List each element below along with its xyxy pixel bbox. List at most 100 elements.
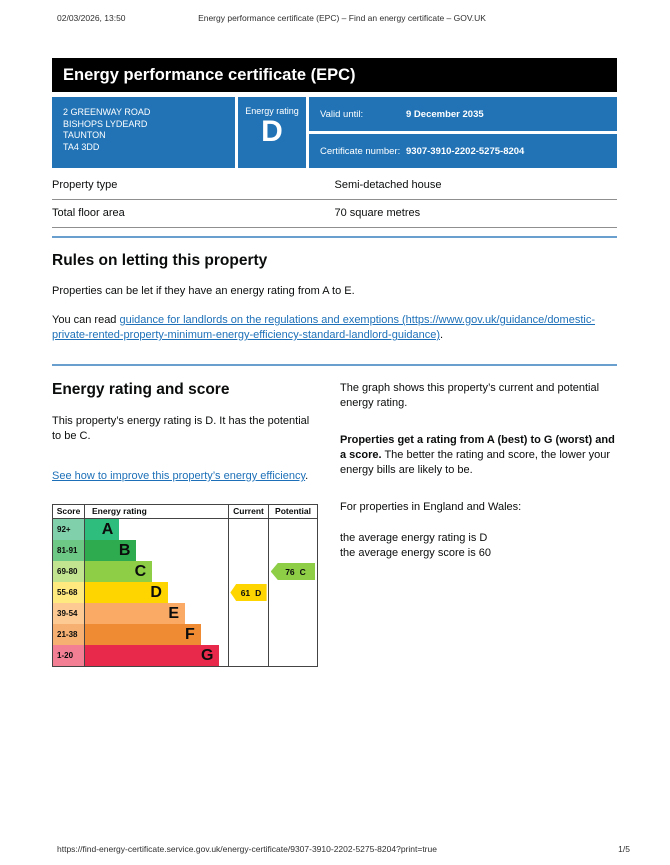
epc-band-row: 21-38 F	[53, 624, 317, 645]
valid-until-label: Valid until:	[320, 108, 364, 120]
potential-cell	[269, 582, 317, 603]
certificate-number-row: Certificate number: 9307-3910-2202-5275-…	[309, 134, 617, 168]
print-footer-page-number: 1/5	[618, 844, 630, 854]
current-cell	[229, 561, 269, 582]
band-letter: D	[150, 583, 162, 601]
average-score-line: the average energy score is 60	[340, 547, 492, 559]
print-footer-url: https://find-energy-certificate.service.…	[57, 844, 437, 854]
epc-chart-rows: 92+ A 81-91 B 69-80 C 76 C 55-68 D 61 D 39-54 E 21-38 F…	[53, 519, 317, 666]
rating-section-left-column: Energy rating and score This property’s …	[52, 381, 318, 667]
improve-suffix: .	[305, 470, 309, 482]
print-page-title: Energy performance certificate (EPC) – F…	[198, 13, 486, 23]
averages-para: the average energy rating is D the averag…	[340, 531, 617, 561]
band-letter: C	[134, 562, 147, 580]
property-type-value: Semi-detached house	[334, 179, 442, 191]
england-wales-para: For properties in England and Wales:	[340, 501, 522, 513]
table-row: Total floor area 70 square metres	[52, 200, 617, 228]
band-bar-cell: C	[85, 561, 229, 582]
chart-header-current: Current	[229, 505, 269, 518]
address-line: TA4 3DD	[63, 141, 100, 152]
energy-rating-label: Energy rating	[245, 106, 299, 116]
property-details-table: Property type Semi-detached house Total …	[52, 172, 617, 228]
potential-cell	[269, 540, 317, 561]
current-cell	[229, 540, 269, 561]
improve-para: See how to improve this property’s energ…	[52, 469, 318, 484]
letting-section-heading: Rules on letting this property	[52, 252, 268, 269]
current-cell	[229, 603, 269, 624]
band-bar: A	[85, 519, 120, 540]
band-score-range: 92+	[53, 519, 85, 540]
graph-explainer-para: The graph shows this property’s current …	[340, 382, 600, 409]
rating-scale-para: Properties get a rating from A (best) to…	[340, 433, 617, 478]
band-score-range: 69-80	[53, 561, 85, 582]
current-rating-arrow: 61 D	[230, 584, 267, 601]
epc-band-row: 81-91 B	[53, 540, 317, 561]
potential-cell	[269, 603, 317, 624]
address-line: TAUNTON	[63, 130, 106, 140]
epc-band-row: 39-54 E	[53, 603, 317, 624]
chart-header-row: Score Energy rating Current Potential	[53, 505, 317, 519]
arrow-score: 61	[240, 587, 251, 598]
arrow-score: 76	[285, 566, 295, 577]
browser-print-footer: https://find-energy-certificate.service.…	[57, 844, 630, 854]
potential-cell	[269, 624, 317, 645]
rating-section-columns: Energy rating and score This property’s …	[52, 381, 617, 667]
arrow-letter: D	[255, 587, 262, 598]
property-address: 2 GREENWAY ROAD BISHOPS LYDEARD TAUNTON …	[52, 97, 235, 168]
certificate-meta-panel: Valid until: 9 December 2035 Certificate…	[309, 97, 617, 168]
band-bar: B	[85, 540, 137, 561]
current-cell: 61 D	[229, 582, 269, 603]
band-score-range: 81-91	[53, 540, 85, 561]
chart-header-rating: Energy rating	[85, 505, 229, 518]
letting-para2-prefix: You can read	[52, 314, 120, 326]
letting-para1: Properties can be let if they have an en…	[52, 285, 355, 297]
epc-title-banner: Energy performance certificate (EPC)	[52, 58, 617, 92]
potential-cell	[269, 645, 317, 666]
certificate-summary-box: 2 GREENWAY ROAD BISHOPS LYDEARD TAUNTON …	[52, 97, 617, 168]
band-bar: G	[85, 645, 220, 666]
band-bar-cell: D	[85, 582, 229, 603]
band-score-range: 21-38	[53, 624, 85, 645]
band-bar-cell: B	[85, 540, 229, 561]
band-bar: E	[85, 603, 186, 624]
letting-para2-suffix: .	[440, 329, 444, 341]
band-letter: F	[185, 625, 195, 643]
certificate-number-value: 9307-3910-2202-5275-8204	[406, 145, 525, 157]
landlord-guidance-link[interactable]: guidance for landlords on the regulation…	[52, 314, 595, 341]
potential-cell	[269, 519, 317, 540]
band-letter: A	[101, 520, 114, 538]
chart-header-potential: Potential	[275, 506, 311, 516]
improve-efficiency-link[interactable]: See how to improve this property’s energ…	[52, 470, 306, 482]
band-score-range: 39-54	[53, 603, 85, 624]
floor-area-label: Total floor area	[52, 207, 125, 219]
band-letter: G	[200, 646, 214, 664]
band-bar: D	[85, 582, 168, 603]
property-type-label: Property type	[52, 179, 118, 191]
certificate-content: Energy performance certificate (EPC) 2 G…	[52, 58, 617, 667]
band-bar-cell: E	[85, 603, 229, 624]
current-cell	[229, 624, 269, 645]
epc-band-row: 1-20 G	[53, 645, 317, 666]
arrow-letter: C	[299, 566, 306, 577]
letting-para2: You can read guidance for landlords on t…	[52, 313, 617, 343]
address-line: BISHOPS LYDEARD	[63, 118, 148, 129]
potential-rating-arrow: 76 C	[270, 563, 316, 580]
print-datetime: 02/03/2026, 13:50	[57, 13, 126, 23]
rating-summary-para: This property’s energy rating is D. It h…	[52, 415, 310, 442]
potential-cell: 76 C	[269, 561, 317, 582]
rating-scale-bold: Properties get a rating from A (best) to…	[340, 434, 615, 461]
band-score-range: 1-20	[53, 645, 85, 666]
section-divider	[52, 236, 617, 238]
band-bar-cell: G	[85, 645, 229, 666]
energy-rating-value: D	[261, 115, 283, 148]
rating-section-heading: Energy rating and score	[52, 381, 230, 398]
current-cell	[229, 519, 269, 540]
browser-print-header: 02/03/2026, 13:50 Energy performance cer…	[57, 13, 627, 23]
epc-band-row: 55-68 D 61 D	[53, 582, 317, 603]
rating-scale-rest: The better the rating and score, the low…	[340, 449, 611, 476]
band-bar-cell: F	[85, 624, 229, 645]
valid-until-value: 9 December 2035	[406, 108, 484, 120]
band-bar: F	[85, 624, 201, 645]
energy-rating-cell: Energy rating D	[238, 97, 306, 168]
